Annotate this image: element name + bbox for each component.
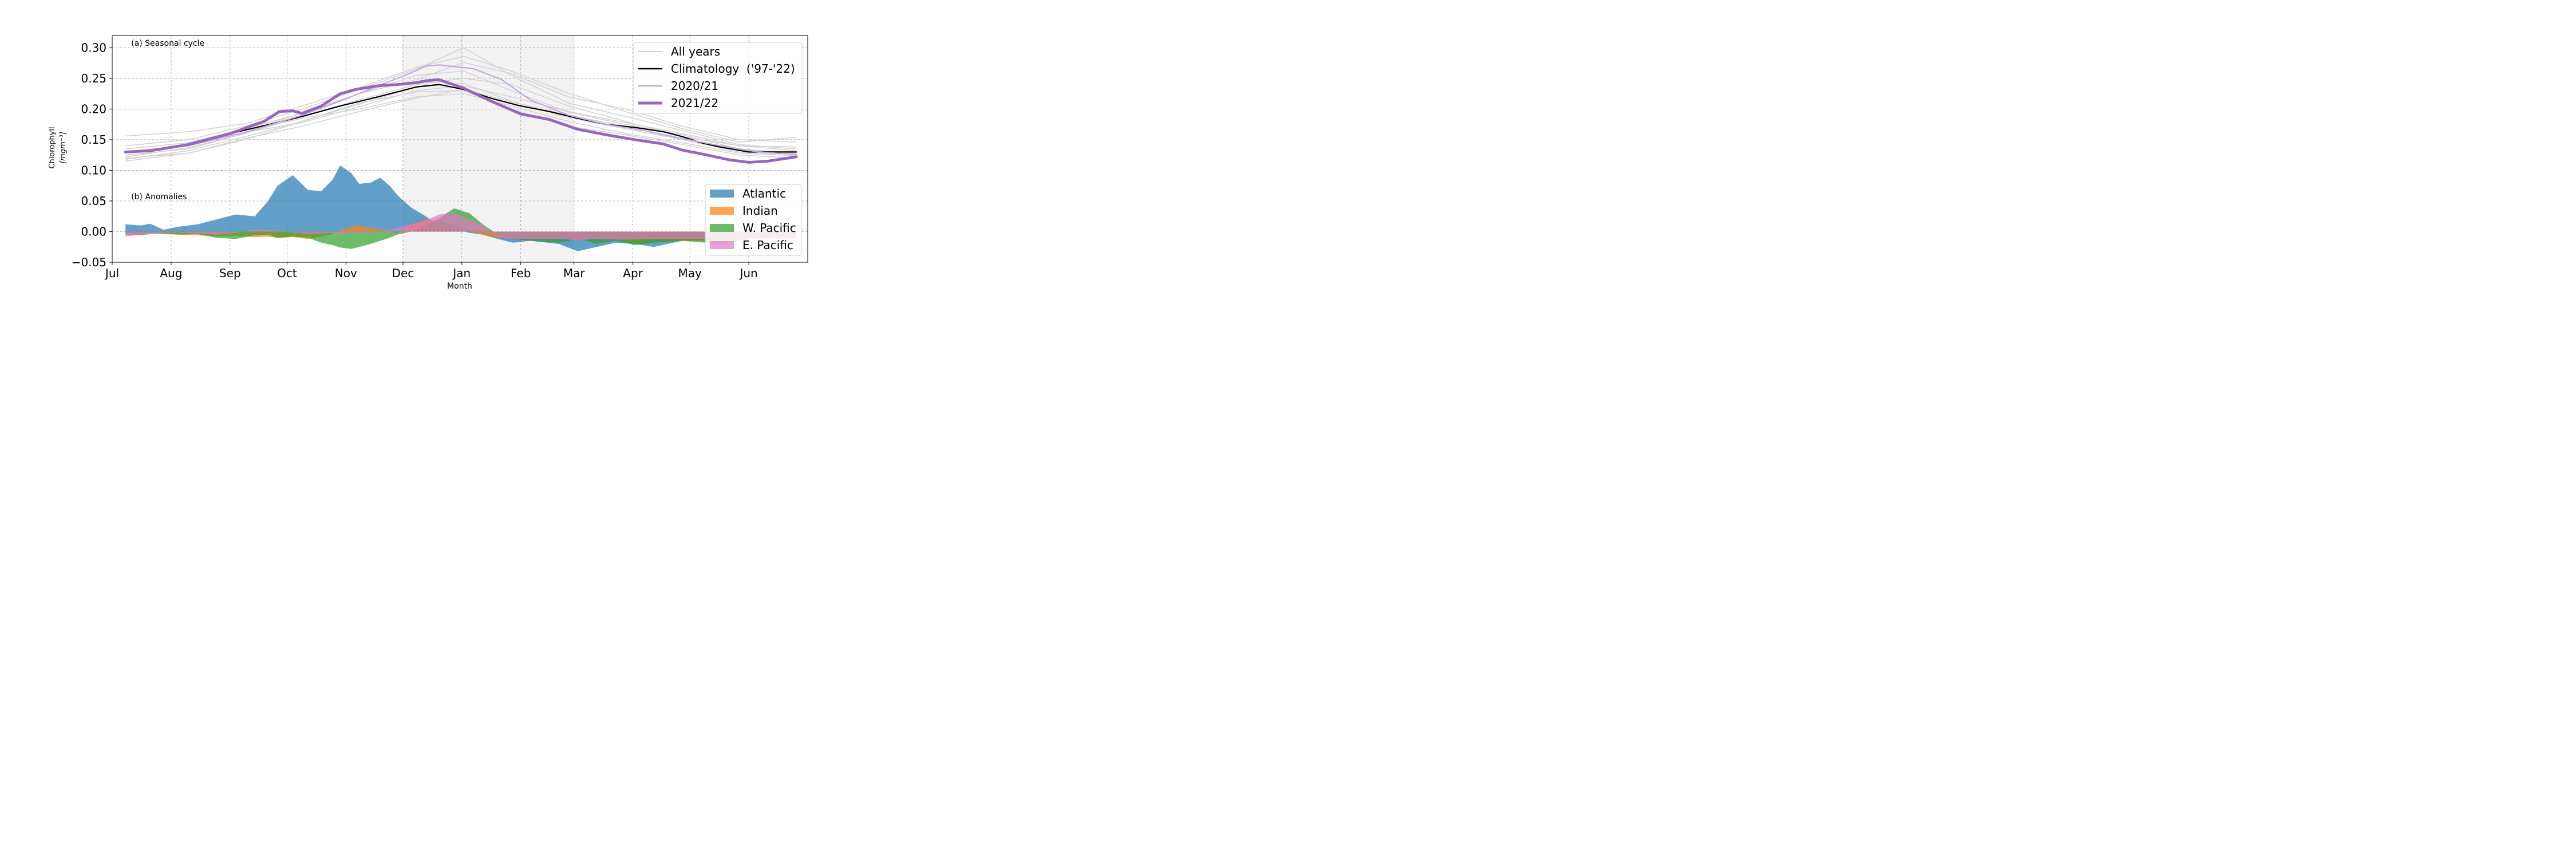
y-tick-label: 0.20 (81, 102, 106, 116)
legend-bottom: Atlantic Indian W. Pacific E. Pacific (705, 184, 802, 256)
legend-e-pacific-swatch (710, 241, 734, 249)
all-years-line (125, 56, 797, 143)
series-line-2021-22 (124, 78, 798, 164)
x-tick-label: Jul (104, 266, 119, 280)
legend-w-pacific-label: W. Pacific (742, 221, 796, 235)
legend-bottom-box (705, 184, 802, 256)
legend-climatology-label: Climatology ('97-'22) (671, 62, 795, 76)
all-years-line (125, 47, 797, 149)
x-tick-label: May (678, 266, 702, 280)
y-tick-label: 0.30 (81, 41, 106, 54)
all-years-lines (125, 47, 797, 162)
x-tick-label: Dec (392, 266, 414, 280)
y-tick-label: 0.10 (81, 163, 106, 177)
chlorophyll-figure: −0.05 0.00 0.05 0.10 0.15 0.20 0.25 0.30 Jul Aug… (0, 0, 885, 295)
anomaly-area-atlantic (125, 165, 797, 251)
legend-w-pacific-swatch (710, 224, 734, 232)
plot-frame (112, 35, 808, 263)
legend-indian-label: Indian (742, 204, 778, 218)
panel-annotation: (a) Seasonal cycle (131, 39, 204, 48)
x-tick-label: Oct (277, 266, 297, 280)
panel-annotations: (a) Seasonal cycle (b) Anomalies (131, 39, 204, 202)
y-tick-label: 0.05 (81, 194, 106, 208)
y-axis-ticks: −0.05 0.00 0.05 0.10 0.15 0.20 0.25 0.30 (72, 41, 112, 269)
anomaly-areas (125, 165, 797, 251)
x-axis-label: Month (447, 282, 472, 291)
panel-annotation: (b) Anomalies (131, 192, 187, 202)
legend-all-years-label: All years (671, 45, 720, 58)
x-axis-ticks: Jul Aug Sep Oct Nov Dec Jan Feb Mar Apr May Jun (104, 262, 758, 280)
all-years-line (125, 90, 797, 160)
x-tick-label: Jan (452, 266, 471, 280)
legend-top-box (633, 42, 803, 114)
legend-2020-21-label: 2020/21 (671, 79, 718, 93)
series-line-2020-21 (125, 64, 797, 155)
x-tick-label: Feb (511, 266, 531, 280)
main-series-lines (124, 64, 798, 164)
legend-top: All years Climatology ('97-'22) 2020/21 … (633, 42, 803, 114)
series-line-climatology-97-22 (125, 84, 797, 153)
y-axis-label-line1: Chlorophyll (48, 127, 57, 168)
y-tick-label: 0.25 (81, 72, 106, 85)
x-tick-label: Nov (335, 266, 357, 280)
y-tick-label: −0.05 (72, 255, 106, 269)
y-tick-label: 0.15 (81, 133, 106, 147)
x-tick-label: Apr (623, 266, 643, 280)
x-tick-label: Aug (160, 266, 182, 280)
legend-atlantic-label: Atlantic (742, 187, 786, 200)
x-tick-label: Jun (738, 266, 757, 280)
legend-indian-swatch (710, 207, 734, 215)
legend-2021-22-label: 2021/22 (671, 96, 718, 110)
x-tick-label: Sep (219, 266, 241, 280)
y-tick-label: 0.00 (81, 224, 106, 238)
x-tick-label: Mar (563, 266, 586, 280)
anomaly-area-e-pacific (125, 213, 797, 241)
legend-atlantic-swatch (710, 190, 734, 198)
legend-e-pacific-label: E. Pacific (742, 238, 793, 252)
y-axis-label-line2: [mgm⁻³] (59, 132, 68, 164)
